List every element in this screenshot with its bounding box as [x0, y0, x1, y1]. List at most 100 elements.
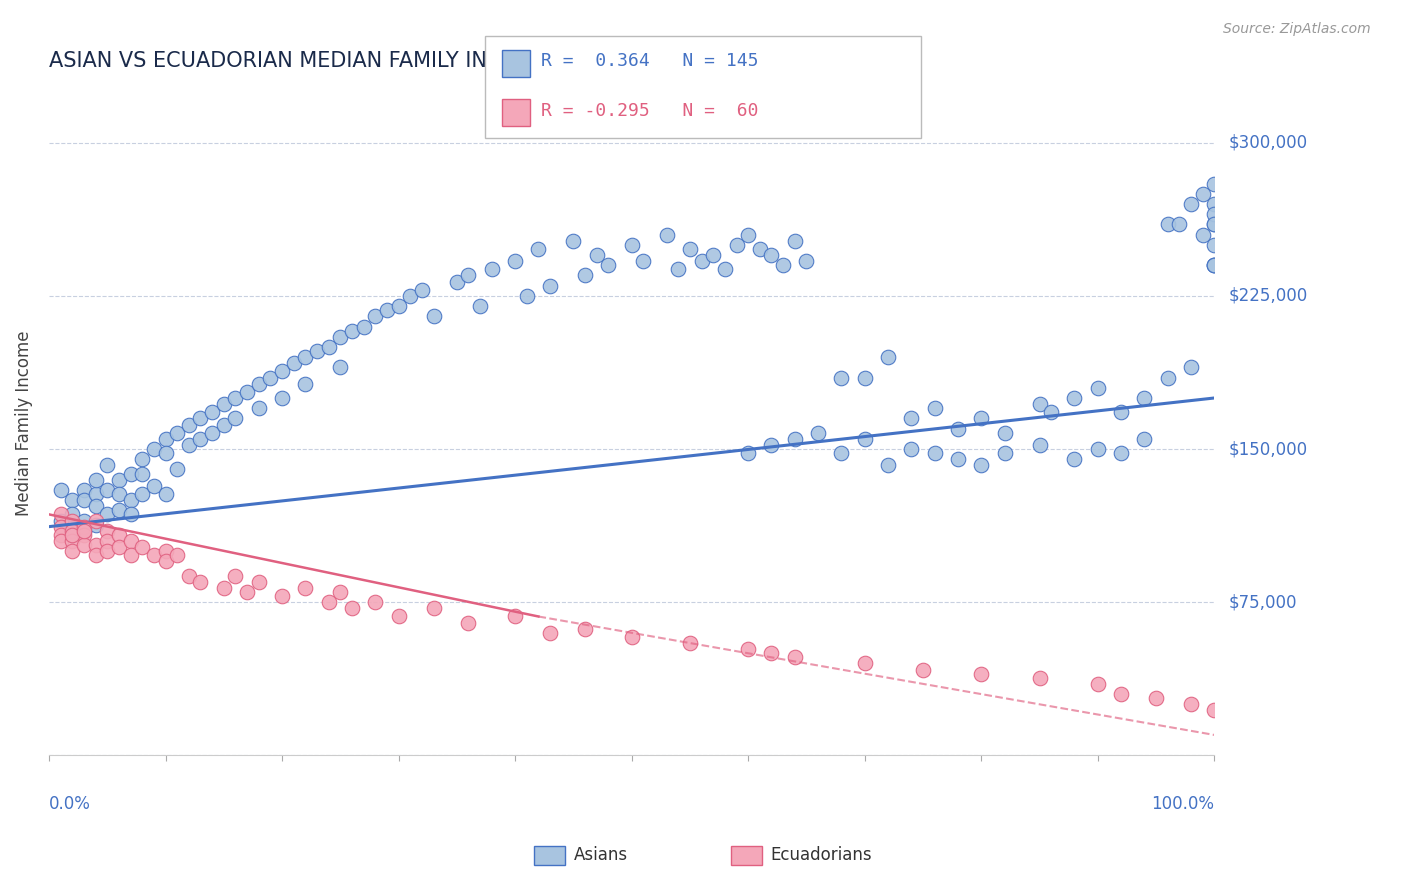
- Point: [73, 528, 96, 542]
- Point: [761, 248, 783, 262]
- Point: [468, 299, 491, 313]
- Point: [993, 425, 1015, 440]
- Point: [271, 364, 294, 378]
- Point: [1157, 370, 1180, 384]
- Point: [60, 533, 83, 548]
- Point: [96, 458, 118, 473]
- Point: [527, 242, 550, 256]
- Point: [73, 519, 96, 533]
- Text: Source: ZipAtlas.com: Source: ZipAtlas.com: [1223, 22, 1371, 37]
- Point: [1087, 442, 1109, 456]
- Point: [329, 585, 352, 599]
- Point: [970, 458, 993, 473]
- Point: [1133, 432, 1156, 446]
- Point: [993, 446, 1015, 460]
- Point: [900, 442, 922, 456]
- Point: [60, 528, 83, 542]
- Point: [481, 262, 503, 277]
- Point: [422, 601, 444, 615]
- Point: [166, 548, 188, 562]
- Point: [633, 254, 655, 268]
- Point: [73, 514, 96, 528]
- Point: [1063, 452, 1085, 467]
- Point: [131, 452, 153, 467]
- Point: [702, 248, 724, 262]
- Point: [212, 417, 235, 432]
- Point: [155, 487, 177, 501]
- Point: [49, 483, 72, 497]
- Point: [666, 262, 689, 277]
- Point: [108, 473, 131, 487]
- Point: [84, 487, 107, 501]
- Point: [1028, 397, 1050, 411]
- Point: [283, 356, 305, 370]
- Point: [120, 508, 142, 522]
- Point: [714, 262, 737, 277]
- Point: [201, 405, 224, 419]
- Point: [422, 310, 444, 324]
- Point: [131, 540, 153, 554]
- Point: [877, 458, 900, 473]
- Point: [1063, 391, 1085, 405]
- Point: [108, 540, 131, 554]
- Text: $225,000: $225,000: [1229, 287, 1308, 305]
- Point: [761, 646, 783, 660]
- Point: [1040, 405, 1063, 419]
- Point: [73, 524, 96, 538]
- Point: [294, 376, 316, 391]
- Point: [73, 483, 96, 497]
- Point: [271, 589, 294, 603]
- Point: [1191, 186, 1213, 201]
- Point: [690, 254, 713, 268]
- Point: [538, 278, 561, 293]
- Point: [1109, 687, 1132, 701]
- Point: [96, 524, 118, 538]
- Point: [679, 636, 702, 650]
- Point: [1204, 258, 1226, 272]
- Y-axis label: Median Family Income: Median Family Income: [15, 331, 32, 516]
- Point: [73, 493, 96, 508]
- Point: [1087, 677, 1109, 691]
- Point: [1109, 405, 1132, 419]
- Point: [353, 319, 375, 334]
- Point: [946, 452, 969, 467]
- Point: [737, 446, 759, 460]
- Point: [457, 268, 479, 283]
- Text: Asians: Asians: [574, 847, 627, 864]
- Point: [375, 303, 398, 318]
- Point: [190, 574, 212, 589]
- Point: [725, 237, 748, 252]
- Point: [970, 666, 993, 681]
- Point: [49, 508, 72, 522]
- Point: [1180, 698, 1202, 712]
- Point: [49, 519, 72, 533]
- Point: [679, 242, 702, 256]
- Point: [783, 234, 806, 248]
- Point: [853, 370, 876, 384]
- Point: [329, 329, 352, 343]
- Point: [503, 609, 526, 624]
- Point: [924, 446, 946, 460]
- Point: [224, 411, 246, 425]
- Text: R =  0.364   N = 145: R = 0.364 N = 145: [541, 53, 759, 70]
- Point: [247, 574, 270, 589]
- Point: [166, 425, 188, 440]
- Point: [1204, 258, 1226, 272]
- Point: [177, 568, 200, 582]
- Point: [120, 533, 142, 548]
- Point: [411, 283, 433, 297]
- Point: [737, 642, 759, 657]
- Point: [853, 432, 876, 446]
- Point: [924, 401, 946, 416]
- Point: [60, 508, 83, 522]
- Point: [807, 425, 830, 440]
- Point: [538, 625, 561, 640]
- Point: [1109, 446, 1132, 460]
- Point: [1204, 237, 1226, 252]
- Point: [60, 528, 83, 542]
- Point: [120, 467, 142, 481]
- Point: [60, 544, 83, 558]
- Point: [1191, 227, 1213, 242]
- Point: [49, 514, 72, 528]
- Point: [340, 324, 363, 338]
